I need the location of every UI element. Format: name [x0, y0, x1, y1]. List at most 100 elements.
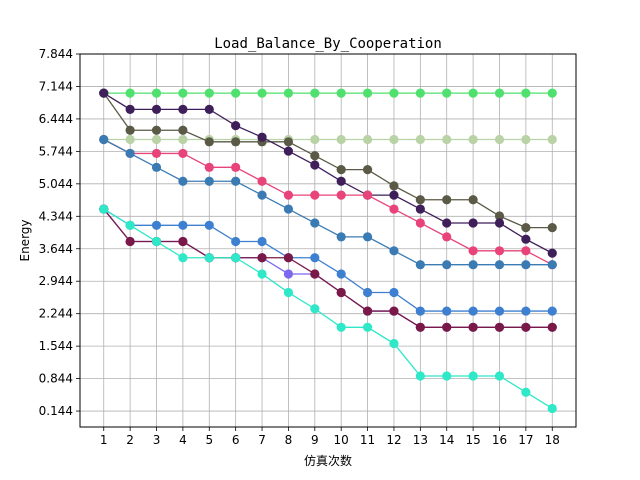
data-point [151, 162, 162, 172]
y-tick-label: 2.244 [39, 307, 73, 321]
data-point [283, 190, 294, 200]
data-point [178, 236, 188, 247]
data-point [231, 120, 241, 131]
data-point [204, 137, 214, 147]
data-point [362, 190, 373, 200]
data-point [415, 134, 425, 145]
data-point [389, 88, 399, 98]
data-point [310, 134, 320, 145]
data-point [468, 195, 478, 205]
data-point [283, 253, 294, 263]
x-tick-label: 18 [545, 433, 560, 447]
data-point [362, 306, 373, 316]
data-point [547, 134, 557, 145]
data-point [494, 246, 505, 256]
data-point [362, 165, 373, 175]
data-point [283, 137, 294, 147]
data-point [204, 162, 214, 172]
data-point [257, 236, 267, 247]
data-point [415, 88, 425, 98]
data-point [494, 88, 505, 98]
data-point [362, 322, 373, 332]
data-point [178, 104, 188, 114]
data-point [231, 253, 241, 263]
x-tick-label: 6 [232, 433, 240, 447]
data-point [547, 260, 557, 270]
y-tick-label: 4.344 [39, 209, 73, 223]
data-point [494, 371, 505, 381]
y-tick-label: 5.044 [39, 177, 73, 191]
data-point [336, 88, 346, 98]
data-point [468, 134, 478, 145]
data-point [310, 88, 320, 98]
data-point [178, 253, 188, 263]
data-point [494, 322, 505, 332]
data-point [257, 176, 267, 186]
data-point [389, 190, 399, 200]
data-point [336, 232, 346, 242]
data-point [521, 306, 531, 316]
x-axis-ticks: 1 2 3 4 5 6 7 8 9 10 11 12 13 14 15 16 17 18 [100, 427, 560, 447]
data-point [494, 211, 505, 221]
data-point [178, 176, 188, 186]
x-tick-label: 3 [153, 433, 161, 447]
data-point [283, 269, 294, 279]
data-point [151, 220, 162, 230]
data-point [125, 236, 135, 247]
x-tick-label: 12 [386, 433, 401, 447]
x-axis-label: 仿真次数 [304, 453, 352, 468]
data-point [99, 134, 109, 145]
data-point [310, 218, 320, 228]
series-10 [99, 204, 557, 414]
data-point [257, 269, 267, 279]
data-point [521, 134, 531, 145]
data-point [204, 88, 214, 98]
data-point [389, 134, 399, 145]
data-point [468, 260, 478, 270]
data-point [151, 134, 162, 145]
data-point [442, 306, 452, 316]
data-point [468, 88, 478, 98]
data-point [494, 306, 505, 316]
data-point [231, 162, 241, 172]
x-tick-label: 1 [100, 433, 108, 447]
data-point [204, 104, 214, 114]
data-point [336, 287, 346, 298]
series-3 [99, 88, 557, 233]
data-point [336, 190, 346, 200]
data-point [178, 148, 188, 159]
data-point [547, 223, 557, 233]
x-tick-label: 2 [126, 433, 134, 447]
data-point [442, 134, 452, 145]
data-point [521, 387, 531, 397]
data-point [125, 148, 135, 159]
data-point [336, 134, 346, 145]
data-point [468, 306, 478, 316]
data-point [231, 137, 241, 147]
y-tick-label: 0.144 [39, 404, 73, 418]
data-point [125, 104, 135, 114]
series-7 [99, 204, 557, 316]
data-point [547, 306, 557, 316]
data-point [283, 88, 294, 98]
x-tick-label: 16 [492, 433, 507, 447]
data-point [151, 88, 162, 98]
x-tick-label: 15 [465, 433, 480, 447]
data-point [415, 218, 425, 228]
data-point [521, 322, 531, 332]
data-point [362, 88, 373, 98]
data-point [494, 134, 505, 145]
data-point [204, 220, 214, 230]
y-tick-label: 6.444 [39, 112, 73, 126]
x-tick-label: 11 [360, 433, 375, 447]
data-point [468, 218, 478, 228]
data-point [231, 236, 241, 247]
data-point [336, 322, 346, 332]
data-point [442, 371, 452, 381]
data-point [389, 306, 399, 316]
data-point [310, 190, 320, 200]
data-point [336, 269, 346, 279]
data-point [521, 223, 531, 233]
data-point [283, 287, 294, 298]
